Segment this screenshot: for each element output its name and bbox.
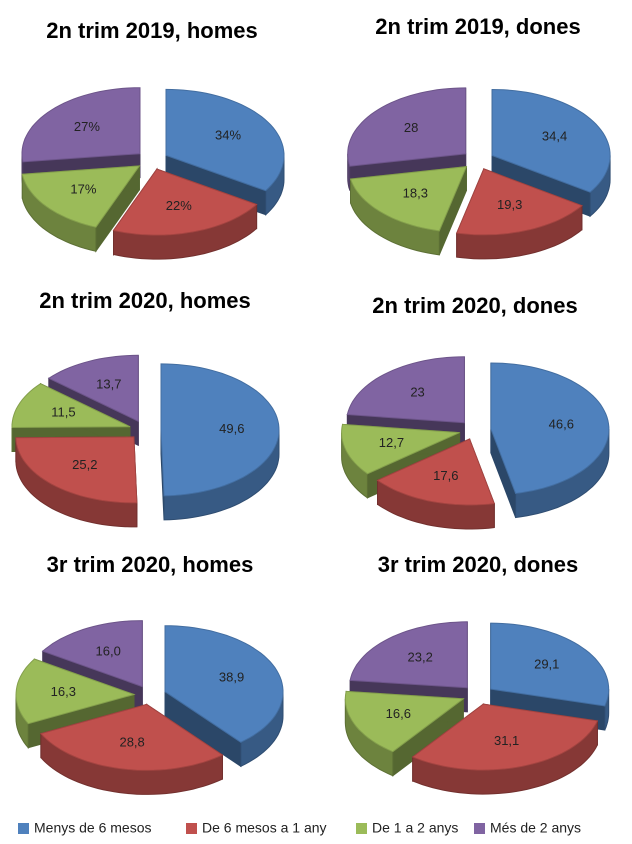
- data-label: 29,1: [534, 656, 559, 671]
- legend-label: Menys de 6 mesos: [34, 820, 152, 836]
- slice-top: [165, 88, 285, 192]
- data-label: 12,7: [379, 435, 404, 450]
- pie-slice: 16,3: [15, 658, 136, 750]
- slice-top: [39, 703, 224, 771]
- slice-top: [349, 166, 468, 232]
- slice-top: [411, 703, 599, 771]
- pie-slice: 17%: [21, 164, 141, 253]
- legend-label: Més de 2 anys: [490, 820, 581, 836]
- chart-title: 2n trim 2020, homes: [39, 288, 251, 313]
- data-label: 38,9: [219, 670, 244, 685]
- data-label: 25,2: [72, 457, 97, 472]
- slice-top: [344, 690, 465, 753]
- data-label: 34%: [215, 128, 241, 143]
- data-label: 23: [410, 385, 424, 400]
- data-label: 49,6: [219, 421, 244, 436]
- data-label: 17%: [70, 182, 96, 197]
- data-label: 27%: [74, 119, 100, 134]
- slice-top: [41, 620, 143, 688]
- data-label: 28: [404, 120, 418, 135]
- chart-title: 2n trim 2019, dones: [375, 14, 580, 39]
- data-label: 31,1: [494, 733, 519, 748]
- slice-top: [341, 423, 460, 475]
- slice-top: [349, 621, 468, 689]
- slice-top: [490, 622, 610, 707]
- data-label: 19,3: [497, 197, 522, 212]
- slice-top: [376, 438, 495, 506]
- chart-title: 3r trim 2020, homes: [47, 552, 254, 577]
- slice-top: [15, 658, 136, 725]
- slice-top: [47, 354, 139, 423]
- legend-swatch: [18, 823, 29, 834]
- slice-top: [455, 168, 583, 236]
- pie-slice: 25,2: [15, 436, 138, 528]
- legend-swatch: [186, 823, 197, 834]
- slice-top: [164, 625, 284, 743]
- chart-title: 2n trim 2020, dones: [372, 293, 577, 318]
- data-label: 22%: [166, 198, 192, 213]
- slice-top: [15, 436, 138, 504]
- data-label: 16,3: [51, 684, 76, 699]
- pie-slice: 17,6: [376, 438, 495, 530]
- pie-slice: 18,3: [349, 166, 468, 256]
- pie-slice: 19,3: [455, 168, 583, 260]
- slice-top: [21, 165, 141, 228]
- legend-swatch: [356, 823, 367, 834]
- pie-slice: 49,6: [160, 363, 280, 521]
- slice-top: [346, 356, 465, 424]
- data-label: 23,2: [408, 650, 433, 665]
- slice-top: [11, 383, 131, 429]
- pie-slice: 38,9: [164, 625, 284, 768]
- data-label: 16,0: [96, 643, 121, 658]
- legend-label: De 1 a 2 anys: [372, 820, 458, 836]
- slice-top: [490, 362, 610, 495]
- data-label: 18,3: [403, 185, 428, 200]
- data-label: 46,6: [549, 416, 574, 431]
- legend-swatch: [474, 823, 485, 834]
- data-label: 34,4: [542, 128, 567, 143]
- slice-top: [347, 87, 467, 167]
- slice-top: [160, 363, 280, 497]
- slice-top: [21, 87, 141, 163]
- pie-slice: 16,6: [344, 690, 465, 777]
- pie-slice: 46,6: [490, 362, 610, 519]
- pie-slice: 28,8: [39, 703, 224, 795]
- chart-title: 3r trim 2020, dones: [378, 552, 579, 577]
- data-label: 17,6: [433, 468, 458, 483]
- pie-slice: 31,1: [411, 703, 599, 795]
- slice-top: [112, 168, 258, 236]
- data-label: 28,8: [119, 735, 144, 750]
- data-label: 11,5: [51, 405, 75, 420]
- legend-label: De 6 mesos a 1 any: [202, 820, 327, 836]
- chart-title: 2n trim 2019, homes: [46, 18, 258, 43]
- pie-slice: 34,4: [491, 88, 611, 218]
- pie-slice: 22%: [112, 167, 258, 260]
- slice-top: [491, 88, 611, 193]
- data-label: 16,6: [386, 706, 411, 721]
- data-label: 13,7: [96, 377, 121, 392]
- pie-slice: 29,1: [490, 622, 610, 731]
